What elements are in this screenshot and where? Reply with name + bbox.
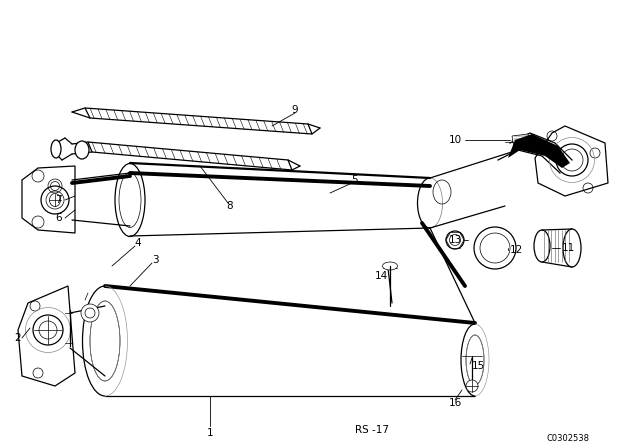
Text: 9: 9 [292,105,298,115]
Text: 5: 5 [352,175,358,185]
Polygon shape [18,286,75,386]
Text: 13: 13 [449,235,462,245]
Text: 2: 2 [15,333,21,343]
Text: 11: 11 [562,243,575,253]
Ellipse shape [383,262,397,270]
Polygon shape [105,286,475,396]
Text: C0302538: C0302538 [547,434,589,443]
Text: 3: 3 [152,255,158,265]
Ellipse shape [563,229,581,267]
Text: 4: 4 [134,238,141,248]
Polygon shape [535,126,608,196]
Ellipse shape [81,304,99,322]
Ellipse shape [48,179,62,193]
Text: 7: 7 [56,195,62,205]
Ellipse shape [474,227,516,269]
Text: 15: 15 [472,361,485,371]
Polygon shape [512,134,530,148]
Polygon shape [88,142,292,170]
Text: 10: 10 [449,135,462,145]
Text: 12: 12 [510,245,524,255]
Text: 6: 6 [56,213,62,223]
Polygon shape [508,134,570,168]
Text: 8: 8 [227,201,234,211]
Text: 1: 1 [207,428,213,438]
Text: 14: 14 [375,271,388,281]
Text: RS -17: RS -17 [355,425,389,435]
Polygon shape [85,108,312,134]
Ellipse shape [75,141,89,159]
Ellipse shape [49,194,61,207]
Ellipse shape [33,315,63,345]
Ellipse shape [446,231,464,249]
Polygon shape [22,166,75,233]
Polygon shape [130,163,430,236]
Ellipse shape [534,230,550,262]
Ellipse shape [466,380,478,392]
Ellipse shape [51,140,61,158]
Text: 16: 16 [449,398,461,408]
